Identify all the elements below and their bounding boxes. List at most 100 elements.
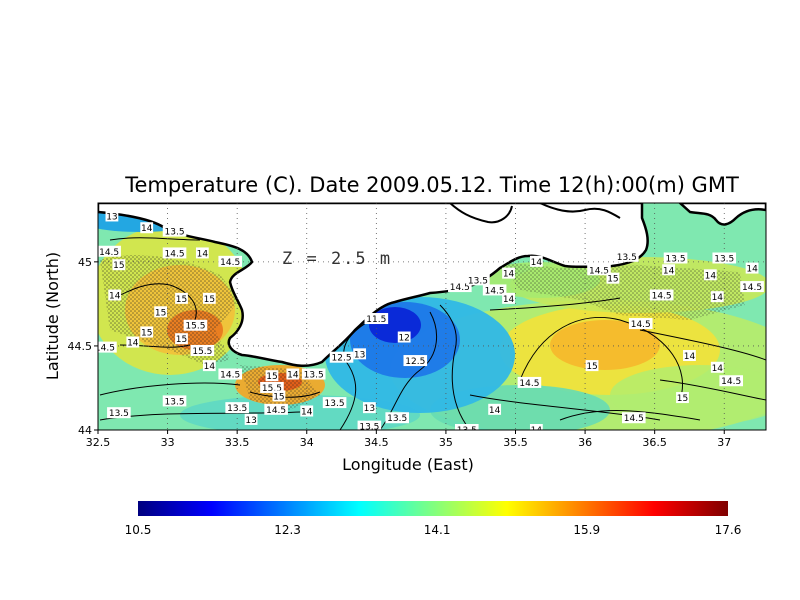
contour-label-bg	[502, 267, 515, 279]
contour-label: 15	[676, 392, 689, 404]
contour-label-text: 14.5	[742, 283, 762, 293]
contour-label: 14.5	[621, 412, 646, 424]
contour-label-text: 14.5	[99, 248, 119, 258]
contour-label-bg	[502, 292, 515, 304]
contour-label-bg	[300, 405, 314, 417]
contour-label-bg	[745, 262, 759, 274]
contour-label-text: 14	[531, 258, 543, 268]
contour-label-bg	[621, 412, 646, 424]
contour-label: 15	[175, 292, 188, 305]
contour-label-bg	[272, 390, 286, 402]
land-crimea	[98, 203, 649, 367]
contour-label-bg	[98, 245, 121, 257]
contour-label-bg	[529, 424, 543, 430]
contour-label: 15.5	[190, 344, 215, 357]
y-axis-label: Latitude (North)	[43, 252, 62, 380]
contour-label-text: 15	[113, 261, 124, 271]
contour-label: 14	[286, 368, 300, 381]
colorbar-ticks: 10.5 12.3 14.1 15.9 17.6	[125, 523, 742, 537]
contour-label-text: 14	[503, 270, 515, 280]
contour-label-text: 15	[176, 295, 187, 305]
contour-label: 15	[154, 306, 168, 318]
contour-label-bg	[628, 318, 653, 330]
contour-label-text: 13.5	[457, 426, 477, 436]
contour-label-text: 14.5	[631, 320, 651, 330]
contour-label-text: 14.5	[450, 283, 470, 293]
x-tick-label: 33.5	[225, 436, 250, 449]
contour-label: 14	[710, 361, 724, 374]
x-tick-label: 33	[161, 436, 175, 449]
contour-label: 15	[140, 326, 154, 338]
contour-label-bg	[710, 291, 724, 303]
contour-label: 13	[244, 413, 258, 426]
contour-label: 15.5	[183, 319, 208, 332]
contour-label-text: 15	[204, 295, 215, 305]
contour-label-text: 14	[109, 291, 121, 301]
contour-label-bg	[218, 255, 243, 267]
contour-label: 14.5	[98, 245, 121, 258]
contour-label-text: 13.5	[227, 404, 247, 414]
contour-label-text: 13	[245, 416, 256, 426]
contour-label: 14	[126, 336, 140, 349]
contour-label: 14.5	[264, 403, 288, 416]
contour-label-bg	[482, 284, 507, 296]
contour-label: 14.5	[517, 376, 542, 389]
contour-label-bg	[162, 247, 187, 259]
colorbar-tick-label: 15.9	[573, 523, 600, 537]
x-tick-label: 36.5	[642, 436, 667, 449]
contour-label-text: 14	[287, 371, 299, 381]
contour-label: 14	[529, 255, 543, 268]
contour-label: 14.5	[649, 289, 674, 301]
contour-label-bg	[218, 368, 243, 380]
contour-label-bg	[105, 210, 119, 222]
contour-label-text: 12.5	[332, 354, 352, 364]
colorbar-tick-label: 14.1	[424, 523, 451, 537]
contour-label-bg	[454, 424, 479, 430]
x-tick-label: 35.5	[503, 436, 528, 449]
x-ticks: 32.5 33 33.5 34 34.5 35 35.5 36 36.5 37	[86, 430, 731, 449]
contour-label-text: 13.5	[617, 253, 637, 263]
contour-label-bg	[488, 403, 502, 415]
colorbar-tick-label: 12.3	[274, 523, 301, 537]
contour-label: 15	[265, 370, 279, 382]
contour-label-text: 13.5	[468, 276, 488, 286]
colorbar-tick-label: 17.6	[715, 523, 742, 537]
contour-label-text: 14.5	[485, 286, 505, 296]
contour-label: 15.5	[260, 381, 284, 394]
plot-frame	[97, 202, 767, 431]
contour-label-text: 12.5	[405, 357, 425, 367]
contour-label-text: 14	[204, 362, 216, 372]
contour-label: 15	[175, 333, 188, 345]
contour-label-bg	[710, 361, 724, 373]
contour-label-text: 13.5	[666, 254, 686, 264]
contour-label-text: 15	[155, 308, 166, 318]
contour-label-bg	[329, 351, 354, 363]
contour-label-text: 13.5	[714, 254, 734, 264]
contour-label-text: 13.5	[109, 409, 129, 419]
contour-label-text: 14	[197, 249, 209, 259]
contour-label-text: 12	[398, 334, 409, 344]
contour-label-text: 15	[677, 394, 688, 404]
contour-label: 15	[272, 390, 286, 402]
contour-label: 14	[502, 267, 515, 280]
contour-label: 12	[397, 331, 411, 344]
contour-label: 13	[105, 210, 119, 222]
contour-label: 14	[683, 350, 696, 362]
contour-label: 13.5	[322, 397, 347, 409]
contour-label-text: 13.5	[387, 414, 407, 424]
contour-label: 14	[202, 360, 216, 372]
contour-label-bg	[397, 331, 411, 343]
contour-label-bg	[676, 392, 689, 404]
depth-annotation: Z = 2.5 m	[282, 249, 392, 269]
contour-label: 14.5	[719, 375, 744, 387]
contour-label: 14.5	[587, 264, 611, 276]
contour-label-bg	[385, 412, 410, 424]
contour-label-text: 13	[106, 212, 117, 222]
contour-label-text: 14.5	[624, 414, 644, 424]
contour-label: 15	[585, 360, 599, 372]
contour-label-text: 13.5	[359, 423, 379, 433]
contour-label-bg	[606, 272, 620, 284]
contour-label: 13.5	[712, 252, 737, 264]
contour-label: 14	[488, 403, 502, 416]
